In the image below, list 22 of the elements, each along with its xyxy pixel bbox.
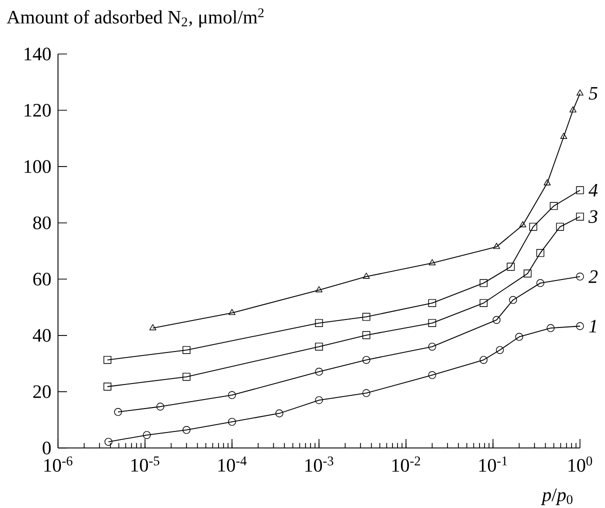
y-tick-label: 20 — [33, 385, 51, 398]
x-tick-label: 10$^{-6}$ — [44, 456, 72, 472]
y-tick-label: 40 — [32, 329, 51, 342]
y-tick-label: 140 — [24, 48, 51, 60]
y-axis-title: Amount of adsorbed N$_{2}$, μmol/m$^{2}$ — [6, 8, 264, 28]
series-label: 4 — [588, 184, 598, 196]
y-tick-label: 80 — [33, 216, 51, 230]
y-tick-label: 0 — [42, 442, 51, 454]
x-tick-label: 10$^{-5}$ — [131, 456, 160, 472]
x-tick-label: 10$^{-2}$ — [392, 456, 420, 472]
series-label: 5 — [588, 87, 598, 100]
y-tick-label: 120 — [24, 104, 51, 117]
x-tick-label: 10$^{-4}$ — [218, 456, 247, 472]
x-tick-label: 10$^{-1}$ — [479, 456, 507, 472]
series-label: 1 — [589, 320, 596, 332]
series-label: 2 — [588, 270, 598, 283]
series-label: 3 — [588, 210, 598, 224]
x-tick-label: 10$^{0}$ — [568, 456, 592, 472]
x-axis-title: p/p$_{0}$ — [540, 488, 572, 506]
x-tick-label: 10$^{-3}$ — [305, 456, 334, 472]
y-tick-label: 100 — [24, 160, 51, 173]
y-tick-label: 60 — [33, 272, 51, 286]
